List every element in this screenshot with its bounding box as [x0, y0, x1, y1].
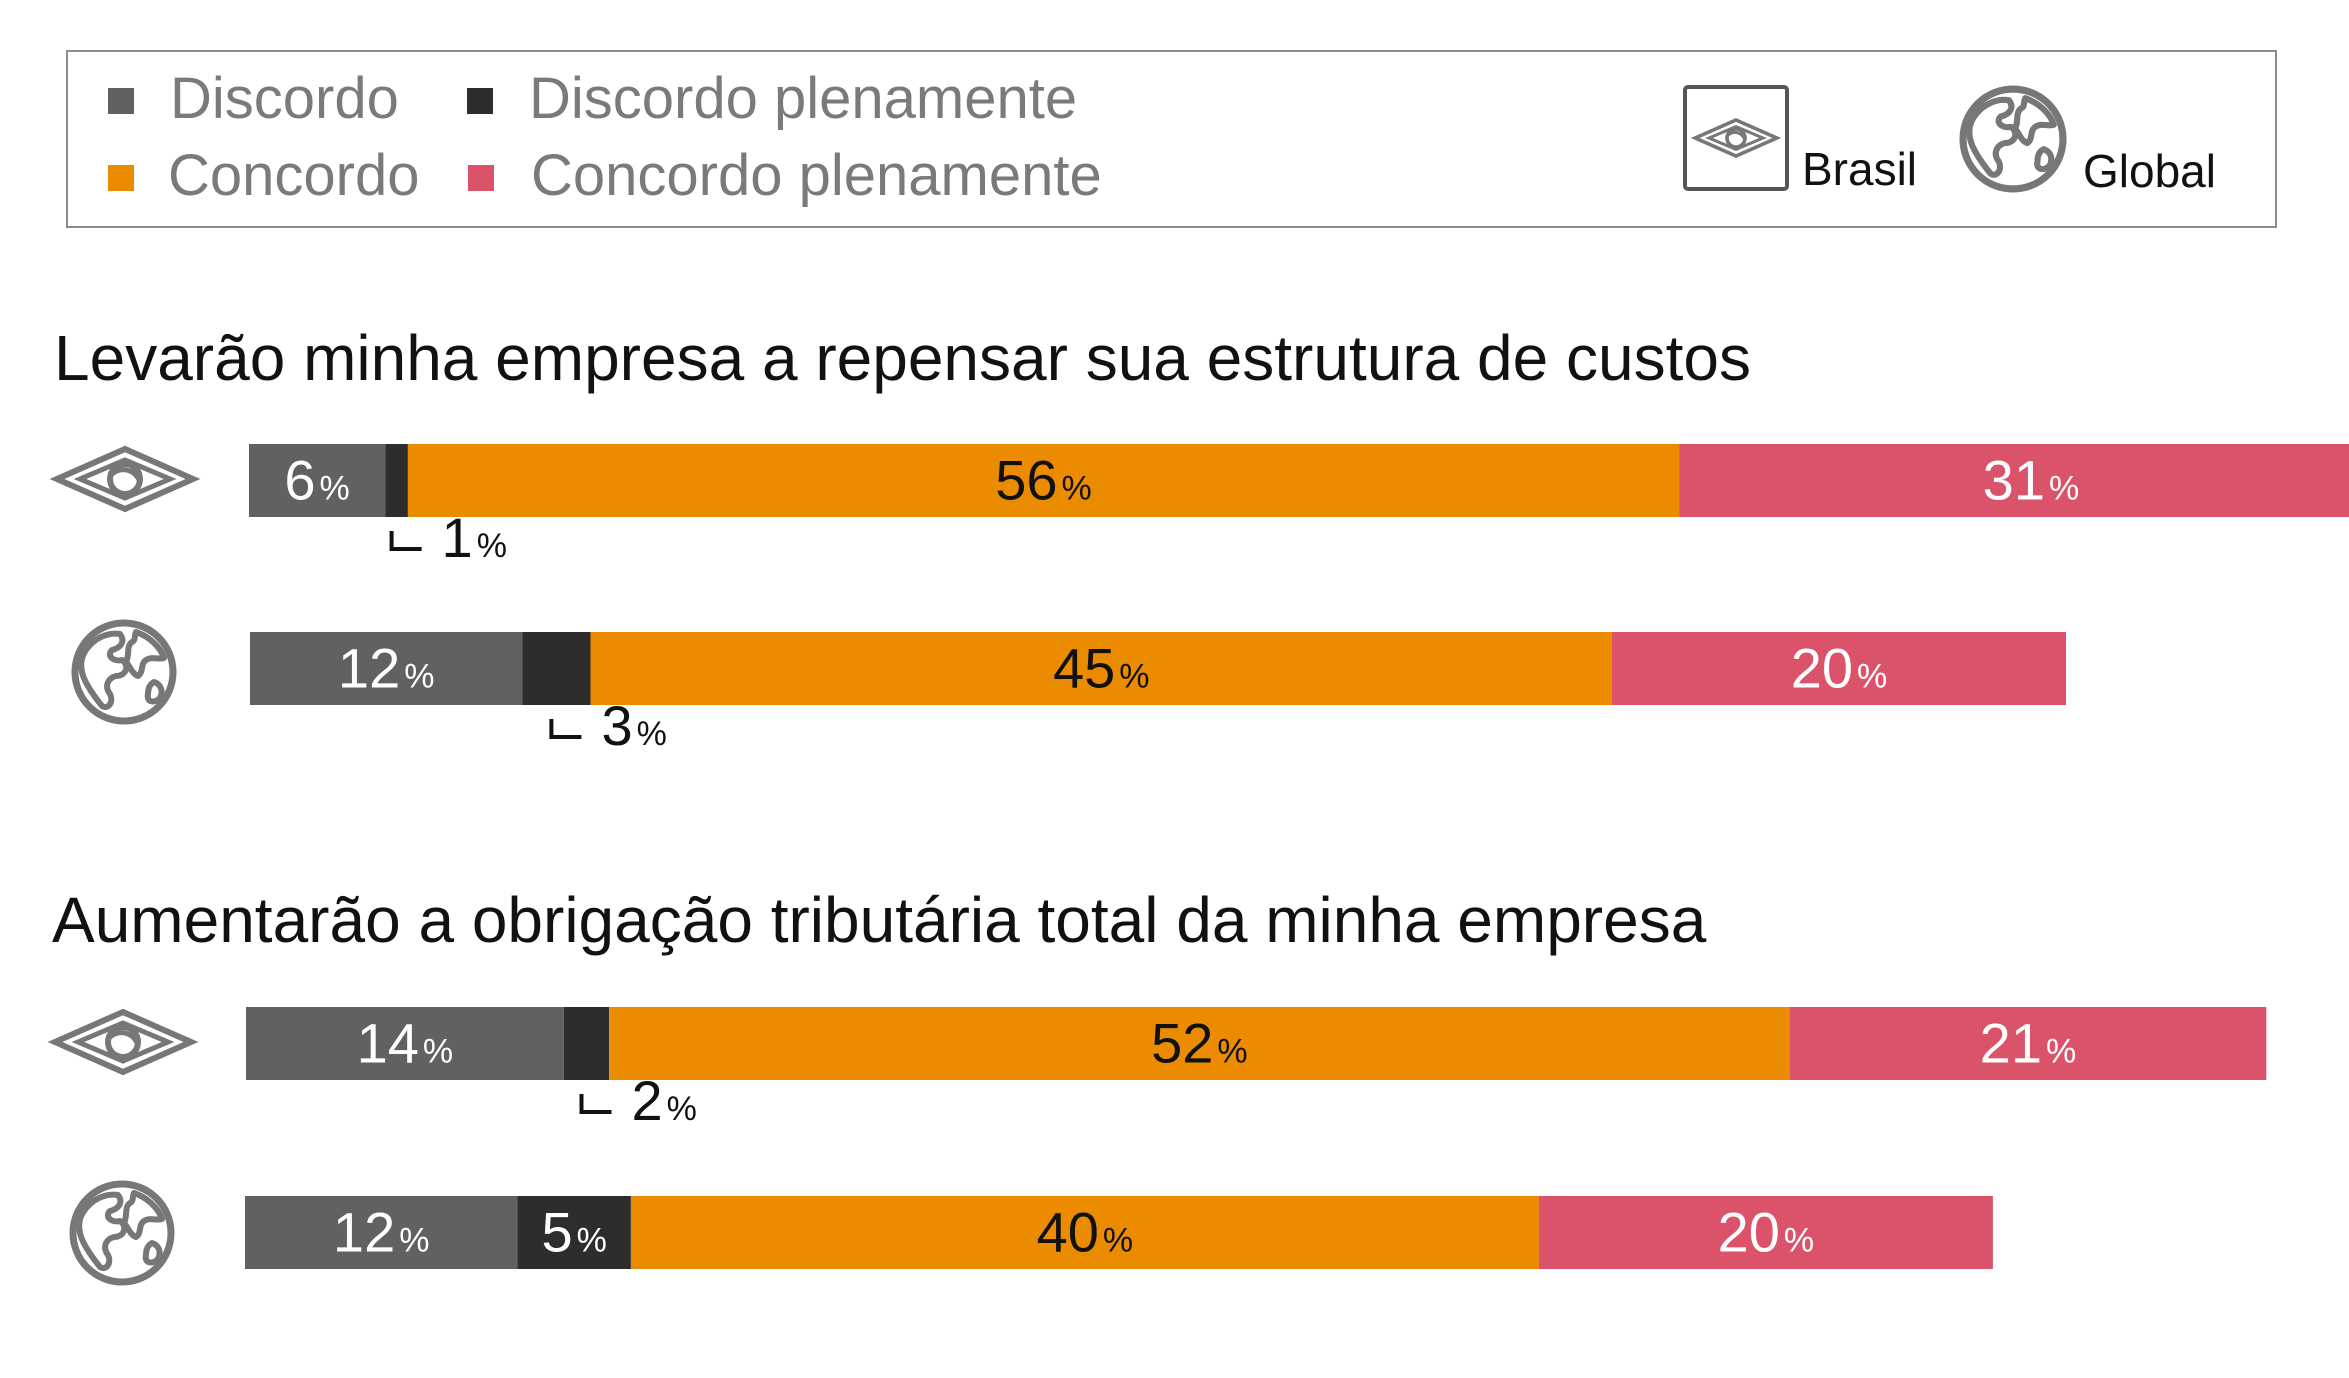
- data-label-discordo-plenamente-p1-r1-unit: %: [577, 1222, 607, 1260]
- data-label-discordo-p0-r0: 6%: [284, 449, 349, 512]
- data-label-concordo-plenamente-p1-r1-unit: %: [1784, 1222, 1814, 1260]
- data-label-concordo-p0-r1-number: 45: [1053, 637, 1115, 700]
- legend-icon-label-brasil: Brasil: [1802, 143, 1917, 195]
- callout-bracket-p0-r1: [549, 719, 582, 739]
- data-label-concordo-p0-r0: 56%: [995, 449, 1092, 512]
- data-label-concordo-p1-r1-number: 40: [1037, 1201, 1099, 1264]
- legend-label-discordo: Discordo: [170, 66, 399, 131]
- legend-label-concordo: Concordo: [168, 143, 419, 208]
- bar-segment-discordo-p0-r0: [249, 444, 386, 517]
- bar-segment-discordo-plenamente-p1-r0: [563, 1007, 610, 1080]
- data-label-concordo-plenamente-p0-r0: 31%: [1983, 449, 2080, 512]
- data-label-concordo-p1-r1: 40%: [1037, 1201, 1134, 1264]
- brazil-flag-icon: [57, 449, 193, 509]
- globe-icon: [75, 623, 173, 721]
- callout-bracket-p1-r0: [579, 1094, 612, 1114]
- data-label-discordo-p0-r0-unit: %: [320, 470, 350, 508]
- legend-swatch-discordo-plenamente: [467, 88, 493, 114]
- bar-segment-discordo-plenamente-p1-r1: [517, 1196, 631, 1269]
- bars-group: 6 %1 %56% 31 %12 %3 %45% 20 %14 %2 %52% 21 %12% 5% 40%…: [245, 444, 2349, 1269]
- bar-segment-discordo-p0-r1: [250, 632, 523, 705]
- data-label-concordo-p0-r0-number: 56: [995, 449, 1057, 512]
- data-label-concordo-plenamente-p1-r0: 21%: [1980, 1012, 2077, 1075]
- callout-bracket-p0-r0: [389, 531, 422, 551]
- data-label-concordo-plenamente-p1-r1-number: 20: [1718, 1201, 1780, 1264]
- data-label-concordo-plenamente-p0-r0-number: 31: [1983, 449, 2045, 512]
- bar-segment-concordo-plenamente-p0-r1: [1612, 632, 2066, 705]
- bar-segment-concordo-plenamente-p1-r0: [1789, 1007, 2267, 1080]
- bar-segment-concordo-p0-r1: [590, 632, 1612, 705]
- data-label-concordo-plenamente-p1-r0-unit: %: [2046, 1033, 2076, 1071]
- data-label-discordo-plenamente-p0-r1-unit: %: [637, 715, 667, 753]
- data-label-concordo-plenamente-p0-r1: 20%: [1791, 637, 1888, 700]
- legend-swatch-concordo-plenamente: [468, 165, 494, 191]
- legend-swatch-discordo: [108, 88, 134, 114]
- bar-segment-discordo-p1-r0: [246, 1007, 564, 1080]
- data-label-concordo-p1-r0: 52%: [1151, 1012, 1248, 1075]
- data-label-discordo-p1-r0-number: 14: [357, 1012, 419, 1075]
- data-label-discordo-p0-r0-number: 6: [284, 449, 315, 512]
- data-label-discordo-p0-r1-unit: %: [404, 658, 434, 696]
- data-label-discordo-p0-r1: 12%: [338, 637, 435, 700]
- legend-icon-label-global: Global: [2083, 145, 2216, 197]
- data-label-concordo-plenamente-p0-r1-unit: %: [1857, 658, 1887, 696]
- bar-segment-discordo-plenamente-p0-r1: [522, 632, 591, 705]
- data-label-discordo-plenamente-p1-r0-unit: %: [667, 1090, 697, 1128]
- bar-segment-discordo-p1-r1: [245, 1196, 518, 1269]
- bar-segment-concordo-plenamente-p0-r0: [1679, 444, 2349, 517]
- brazil-flag-icon: [55, 1012, 191, 1072]
- data-label-discordo-plenamente-p0-r0-unit: %: [477, 527, 507, 565]
- legend-swatch-concordo: [108, 165, 134, 191]
- legend-label-concordo-plenamente: Concordo plenamente: [531, 143, 1102, 208]
- data-label-discordo-p1-r1: 12%: [333, 1201, 430, 1264]
- data-label-discordo-p1-r1-number: 12: [333, 1201, 395, 1264]
- bar-segment-concordo-plenamente-p1-r1: [1538, 1196, 1993, 1269]
- brazil-flag-icon: [1683, 85, 1789, 191]
- data-label-discordo-p1-r1-unit: %: [399, 1222, 429, 1260]
- legend: Discordo Discordo plenamente Concordo Co…: [108, 66, 2216, 208]
- data-label-concordo-p0-r1-unit: %: [1119, 658, 1149, 696]
- data-label-concordo-p1-r0-number: 52: [1151, 1012, 1213, 1075]
- data-label-concordo-p0-r1: 45%: [1053, 637, 1150, 700]
- data-label-concordo-plenamente-p0-r0-unit: %: [2049, 470, 2079, 508]
- data-label-concordo-p1-r1-unit: %: [1103, 1222, 1133, 1260]
- data-label-discordo-plenamente-p1-r1-number: 5: [541, 1201, 572, 1264]
- data-label-discordo-p0-r1-number: 12: [338, 637, 400, 700]
- panel-title-tributaria: Aumentarão a obrigação tributária total …: [52, 884, 1707, 956]
- data-label-concordo-p1-r0-unit: %: [1217, 1033, 1247, 1071]
- data-label-discordo-plenamente-p1-r1: 5%: [541, 1201, 606, 1264]
- data-label-discordo-p1-r0: 14%: [357, 1012, 454, 1075]
- data-label-concordo-p0-r0-unit: %: [1062, 470, 1092, 508]
- data-label-concordo-plenamente-p1-r0-number: 21: [1980, 1012, 2042, 1075]
- data-label-concordo-plenamente-p1-r1: 20%: [1718, 1201, 1815, 1264]
- legend-box: [66, 50, 2277, 228]
- panel-title-custos: Levarão minha empresa a repensar sua est…: [54, 322, 1751, 394]
- globe-icon: [73, 1184, 171, 1282]
- bar-segment-concordo-p1-r0: [609, 1007, 1790, 1080]
- bar-segment-discordo-plenamente-p0-r0: [385, 444, 408, 517]
- data-label-concordo-plenamente-p0-r1-number: 20: [1791, 637, 1853, 700]
- legend-label-discordo-plenamente: Discordo plenamente: [529, 66, 1077, 131]
- bar-segment-concordo-p0-r0: [407, 444, 1680, 517]
- bar-segment-concordo-p1-r1: [630, 1196, 1539, 1269]
- data-label-discordo-p1-r0-unit: %: [423, 1033, 453, 1071]
